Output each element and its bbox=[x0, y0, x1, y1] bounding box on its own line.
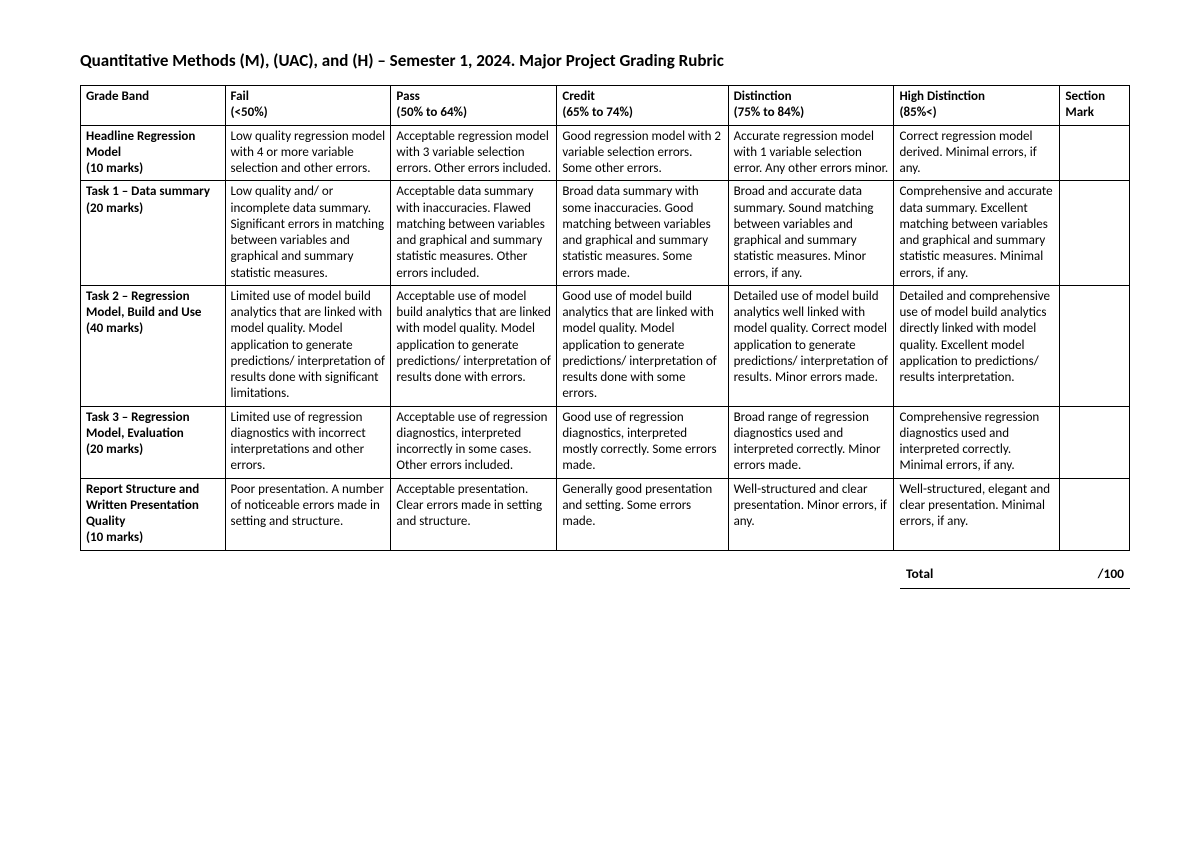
criterion-name: Task 1 – Data summary bbox=[86, 184, 220, 200]
rubric-cell: Good regression model with 2 variable se… bbox=[557, 125, 728, 181]
hdr-section-l2: Mark bbox=[1065, 105, 1124, 121]
rubric-cell: Comprehensive and accurate data summary.… bbox=[894, 181, 1060, 286]
table-row: Task 3 – Regression Model, Evaluation(20… bbox=[81, 406, 1130, 478]
table-row: Task 1 – Data summary(20 marks)Low quali… bbox=[81, 181, 1130, 286]
hdr-section-mark: Section Mark bbox=[1060, 86, 1130, 126]
hdr-hd-name: High Distinction bbox=[899, 89, 1054, 105]
rubric-cell: Good use of regression diagnostics, inte… bbox=[557, 406, 728, 478]
totals-label: Total bbox=[906, 565, 933, 582]
hdr-credit-name: Credit bbox=[562, 89, 722, 105]
rubric-cell: Broad range of regression diagnostics us… bbox=[728, 406, 894, 478]
rubric-cell: Acceptable data summary with inaccuracie… bbox=[391, 181, 557, 286]
rubric-cell: Low quality regression model with 4 or m… bbox=[225, 125, 391, 181]
totals-out-of: /100 bbox=[1098, 565, 1124, 582]
hdr-hd-range: (85%<) bbox=[899, 105, 1054, 121]
section-mark-cell bbox=[1060, 125, 1130, 181]
criterion-marks: (10 marks) bbox=[86, 530, 220, 546]
totals-area: Total /100 bbox=[80, 565, 1130, 589]
rubric-cell: Correct regression model derived. Minima… bbox=[894, 125, 1060, 181]
hdr-fail-range: (<50%) bbox=[231, 105, 386, 121]
rubric-cell: Well-structured, elegant and clear prese… bbox=[894, 478, 1060, 550]
section-mark-cell bbox=[1060, 406, 1130, 478]
criterion-label: Report Structure and Written Presentatio… bbox=[81, 478, 226, 550]
criterion-marks: (40 marks) bbox=[86, 321, 220, 337]
criterion-marks: (10 marks) bbox=[86, 161, 220, 177]
hdr-grade-band: Grade Band bbox=[81, 86, 226, 126]
page-title: Quantitative Methods (M), (UAC), and (H)… bbox=[80, 50, 1130, 71]
rubric-cell: Acceptable presentation. Clear errors ma… bbox=[391, 478, 557, 550]
criterion-name: Report Structure and Written Presentatio… bbox=[86, 482, 220, 531]
rubric-cell: Generally good presentation and setting.… bbox=[557, 478, 728, 550]
rubric-page: Quantitative Methods (M), (UAC), and (H)… bbox=[0, 0, 1200, 849]
criterion-marks: (20 marks) bbox=[86, 201, 220, 217]
hdr-distinction: Distinction (75% to 84%) bbox=[728, 86, 894, 126]
rubric-cell: Limited use of model build analytics tha… bbox=[225, 285, 391, 406]
rubric-cell: Accurate regression model with 1 variabl… bbox=[728, 125, 894, 181]
criterion-label: Headline Regression Model(10 marks) bbox=[81, 125, 226, 181]
rubric-cell: Broad data summary with some inaccuracie… bbox=[557, 181, 728, 286]
criterion-label: Task 3 – Regression Model, Evaluation(20… bbox=[81, 406, 226, 478]
rubric-cell: Acceptable use of regression diagnostics… bbox=[391, 406, 557, 478]
criterion-marks: (20 marks) bbox=[86, 442, 220, 458]
hdr-distinction-name: Distinction bbox=[734, 89, 889, 105]
hdr-credit-range: (65% to 74%) bbox=[562, 105, 722, 121]
hdr-distinction-range: (75% to 84%) bbox=[734, 105, 889, 121]
section-mark-cell bbox=[1060, 181, 1130, 286]
hdr-fail: Fail (<50%) bbox=[225, 86, 391, 126]
totals-rule bbox=[900, 588, 1130, 589]
rubric-table: Grade Band Fail (<50%) Pass (50% to 64%)… bbox=[80, 85, 1130, 551]
hdr-fail-name: Fail bbox=[231, 89, 386, 105]
hdr-high-distinction: High Distinction (85%<) bbox=[894, 86, 1060, 126]
rubric-cell: Well-structured and clear presentation. … bbox=[728, 478, 894, 550]
rubric-body: Headline Regression Model(10 marks)Low q… bbox=[81, 125, 1130, 550]
rubric-cell: Low quality and/ or incomplete data summ… bbox=[225, 181, 391, 286]
section-mark-cell bbox=[1060, 478, 1130, 550]
rubric-cell: Comprehensive regression diagnostics use… bbox=[894, 406, 1060, 478]
criterion-label: Task 1 – Data summary(20 marks) bbox=[81, 181, 226, 286]
section-mark-cell bbox=[1060, 285, 1130, 406]
table-row: Headline Regression Model(10 marks)Low q… bbox=[81, 125, 1130, 181]
hdr-credit: Credit (65% to 74%) bbox=[557, 86, 728, 126]
criterion-name: Headline Regression Model bbox=[86, 129, 220, 162]
table-row: Report Structure and Written Presentatio… bbox=[81, 478, 1130, 550]
rubric-cell: Detailed and comprehensive use of model … bbox=[894, 285, 1060, 406]
rubric-cell: Detailed use of model build analytics we… bbox=[728, 285, 894, 406]
rubric-cell: Limited use of regression diagnostics wi… bbox=[225, 406, 391, 478]
rubric-header: Grade Band Fail (<50%) Pass (50% to 64%)… bbox=[81, 86, 1130, 126]
criterion-name: Task 2 – Regression Model, Build and Use bbox=[86, 289, 220, 322]
hdr-pass-range: (50% to 64%) bbox=[396, 105, 551, 121]
rubric-cell: Acceptable use of model build analytics … bbox=[391, 285, 557, 406]
criterion-name: Task 3 – Regression Model, Evaluation bbox=[86, 410, 220, 443]
hdr-pass-name: Pass bbox=[396, 89, 551, 105]
rubric-cell: Good use of model build analytics that a… bbox=[557, 285, 728, 406]
hdr-pass: Pass (50% to 64%) bbox=[391, 86, 557, 126]
rubric-cell: Broad and accurate data summary. Sound m… bbox=[728, 181, 894, 286]
table-row: Task 2 – Regression Model, Build and Use… bbox=[81, 285, 1130, 406]
rubric-cell: Poor presentation. A number of noticeabl… bbox=[225, 478, 391, 550]
rubric-cell: Acceptable regression model with 3 varia… bbox=[391, 125, 557, 181]
hdr-section-l1: Section bbox=[1065, 89, 1124, 105]
criterion-label: Task 2 – Regression Model, Build and Use… bbox=[81, 285, 226, 406]
